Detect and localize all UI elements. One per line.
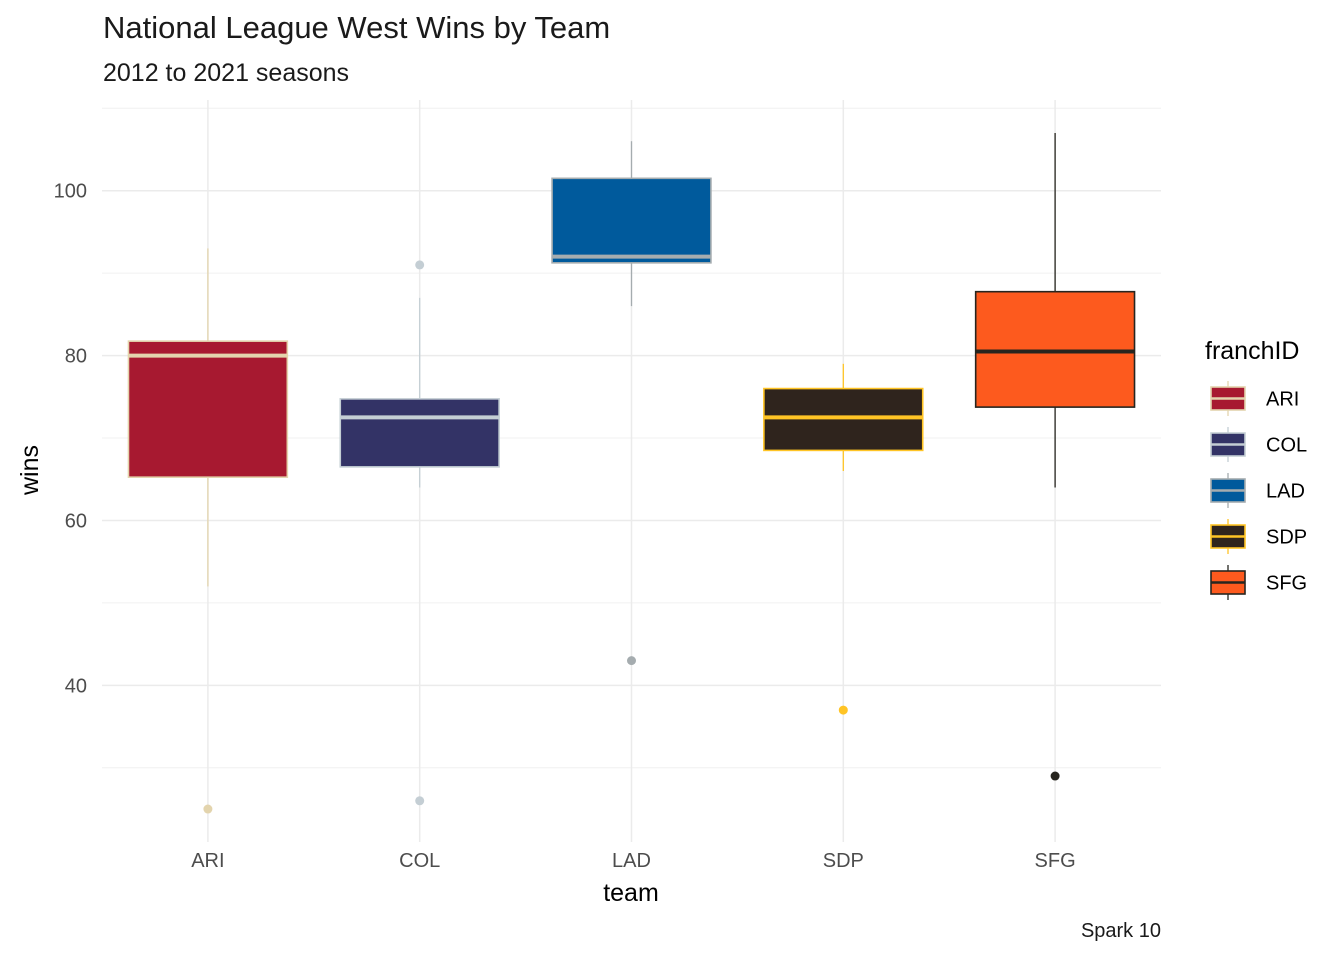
legend-key-sfg [1211,565,1245,600]
y-tick-label: 40 [65,675,87,697]
x-axis-ticks: ARI COL LAD SDP SFG [191,850,1075,872]
legend-label: SFG [1266,573,1307,595]
y-axis-title: wins [16,445,44,496]
x-tick-label: COL [399,850,440,872]
box-body [976,292,1135,407]
legend-label: COL [1266,435,1307,457]
legend-label: ARI [1266,389,1299,411]
outlier-point [627,656,636,665]
x-tick-label: SFG [1035,850,1076,872]
box-body [340,399,499,467]
y-tick-label: 100 [54,181,87,203]
legend: franchID ARI COL LAD SDP SFG [1205,337,1307,600]
outlier-point [415,260,424,269]
outlier-point [839,706,848,715]
box-body [128,341,287,477]
x-tick-label: LAD [612,850,651,872]
box-body [764,389,923,451]
outlier-point [415,796,424,805]
outlier-point [1051,772,1060,781]
y-axis-ticks: 40 60 80 100 [54,181,87,698]
legend-key-ari [1211,381,1245,416]
legend-title: franchID [1205,337,1299,365]
box-body [552,178,711,263]
legend-key-sdp [1211,519,1245,554]
legend-key-col [1211,427,1245,462]
legend-key-lad [1211,473,1245,508]
y-tick-label: 60 [65,510,87,532]
x-axis-title: team [603,879,659,907]
chart-caption: Spark 10 [1081,920,1161,943]
x-tick-label: ARI [191,850,224,872]
legend-label: LAD [1266,481,1305,503]
outlier-point [203,805,212,814]
y-tick-label: 80 [65,346,87,368]
legend-label: SDP [1266,527,1307,549]
x-tick-label: SDP [823,850,864,872]
